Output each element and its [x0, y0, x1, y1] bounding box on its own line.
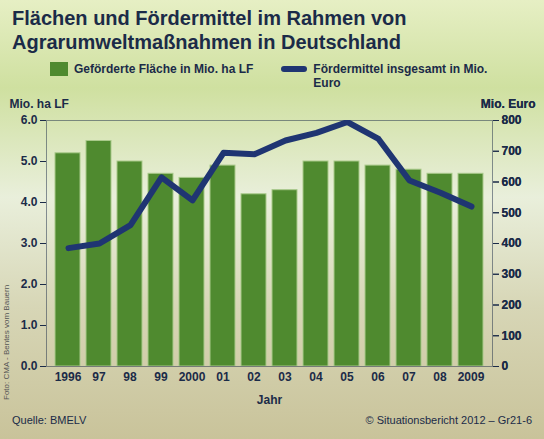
- svg-text:Mio. Euro: Mio. Euro: [481, 97, 536, 111]
- svg-text:300: 300: [502, 267, 522, 281]
- html-text:Fördermittel insgesamt in Mio.: Fördermittel insgesamt in Mio. Euro: [313, 62, 488, 90]
- svg-text:3.0: 3.0: [21, 236, 38, 250]
- svg-text:700: 700: [502, 144, 522, 158]
- svg-text:200: 200: [502, 298, 522, 312]
- html-text:Flächen und Fördermittel im Ra: Flächen und Fördermittel im Rahmen von A…: [12, 7, 407, 53]
- svg-text:100: 100: [502, 329, 522, 343]
- svg-text:2.0: 2.0: [21, 277, 38, 291]
- svg-text:2000: 2000: [179, 370, 206, 384]
- svg-text:97: 97: [92, 370, 106, 384]
- svg-text:700: 700: [502, 144, 522, 158]
- svg-text:400: 400: [502, 236, 522, 250]
- svg-text:0.0: 0.0: [21, 359, 38, 373]
- svg-text:01: 01: [216, 370, 230, 384]
- svg-text:2009: 2009: [458, 370, 485, 384]
- svg-text:600: 600: [502, 175, 522, 189]
- svg-text:Mio. ha LF: Mio. ha LF: [10, 97, 69, 111]
- svg-text:07: 07: [402, 370, 416, 384]
- svg-text:800: 800: [502, 113, 522, 127]
- svg-text:Jahr: Jahr: [257, 393, 283, 407]
- svg-text:98: 98: [123, 370, 137, 384]
- svg-text:08: 08: [433, 370, 447, 384]
- svg-text:1996: 1996: [55, 370, 82, 384]
- svg-text:300: 300: [502, 267, 522, 281]
- html-text:Foto: CMA - Bentes vom Bauern: Foto: CMA - Bentes vom Bauern: [2, 284, 11, 400]
- svg-text:6.0: 6.0: [21, 113, 38, 127]
- svg-text:04: 04: [309, 370, 323, 384]
- svg-text:5.0: 5.0: [21, 154, 38, 168]
- svg-text:4.0: 4.0: [21, 195, 38, 209]
- html-text:Quelle: BMELV: Quelle: BMELV: [12, 414, 87, 426]
- svg-text:99: 99: [154, 370, 168, 384]
- svg-text:400: 400: [502, 236, 522, 250]
- svg-text:600: 600: [502, 175, 522, 189]
- svg-text:1.0: 1.0: [21, 318, 38, 332]
- svg-text:800: 800: [502, 113, 522, 127]
- html-text:Geförderte Fläche in Mio. ha L: Geförderte Fläche in Mio. ha LF: [74, 62, 254, 76]
- svg-text:0: 0: [502, 359, 509, 373]
- svg-text:Mio. Euro: Mio. Euro: [481, 97, 536, 111]
- svg-text:05: 05: [340, 370, 354, 384]
- svg-text:200: 200: [502, 298, 522, 312]
- svg-text:0: 0: [502, 359, 509, 373]
- svg-text:06: 06: [371, 370, 385, 384]
- svg-text:03: 03: [278, 370, 292, 384]
- svg-text:02: 02: [247, 370, 261, 384]
- html-text:© Situationsbericht 2012 – Gr2: © Situationsbericht 2012 – Gr21-6: [365, 414, 532, 426]
- svg-text:500: 500: [502, 206, 522, 220]
- svg-text:500: 500: [502, 206, 522, 220]
- svg-text:100: 100: [502, 329, 522, 343]
